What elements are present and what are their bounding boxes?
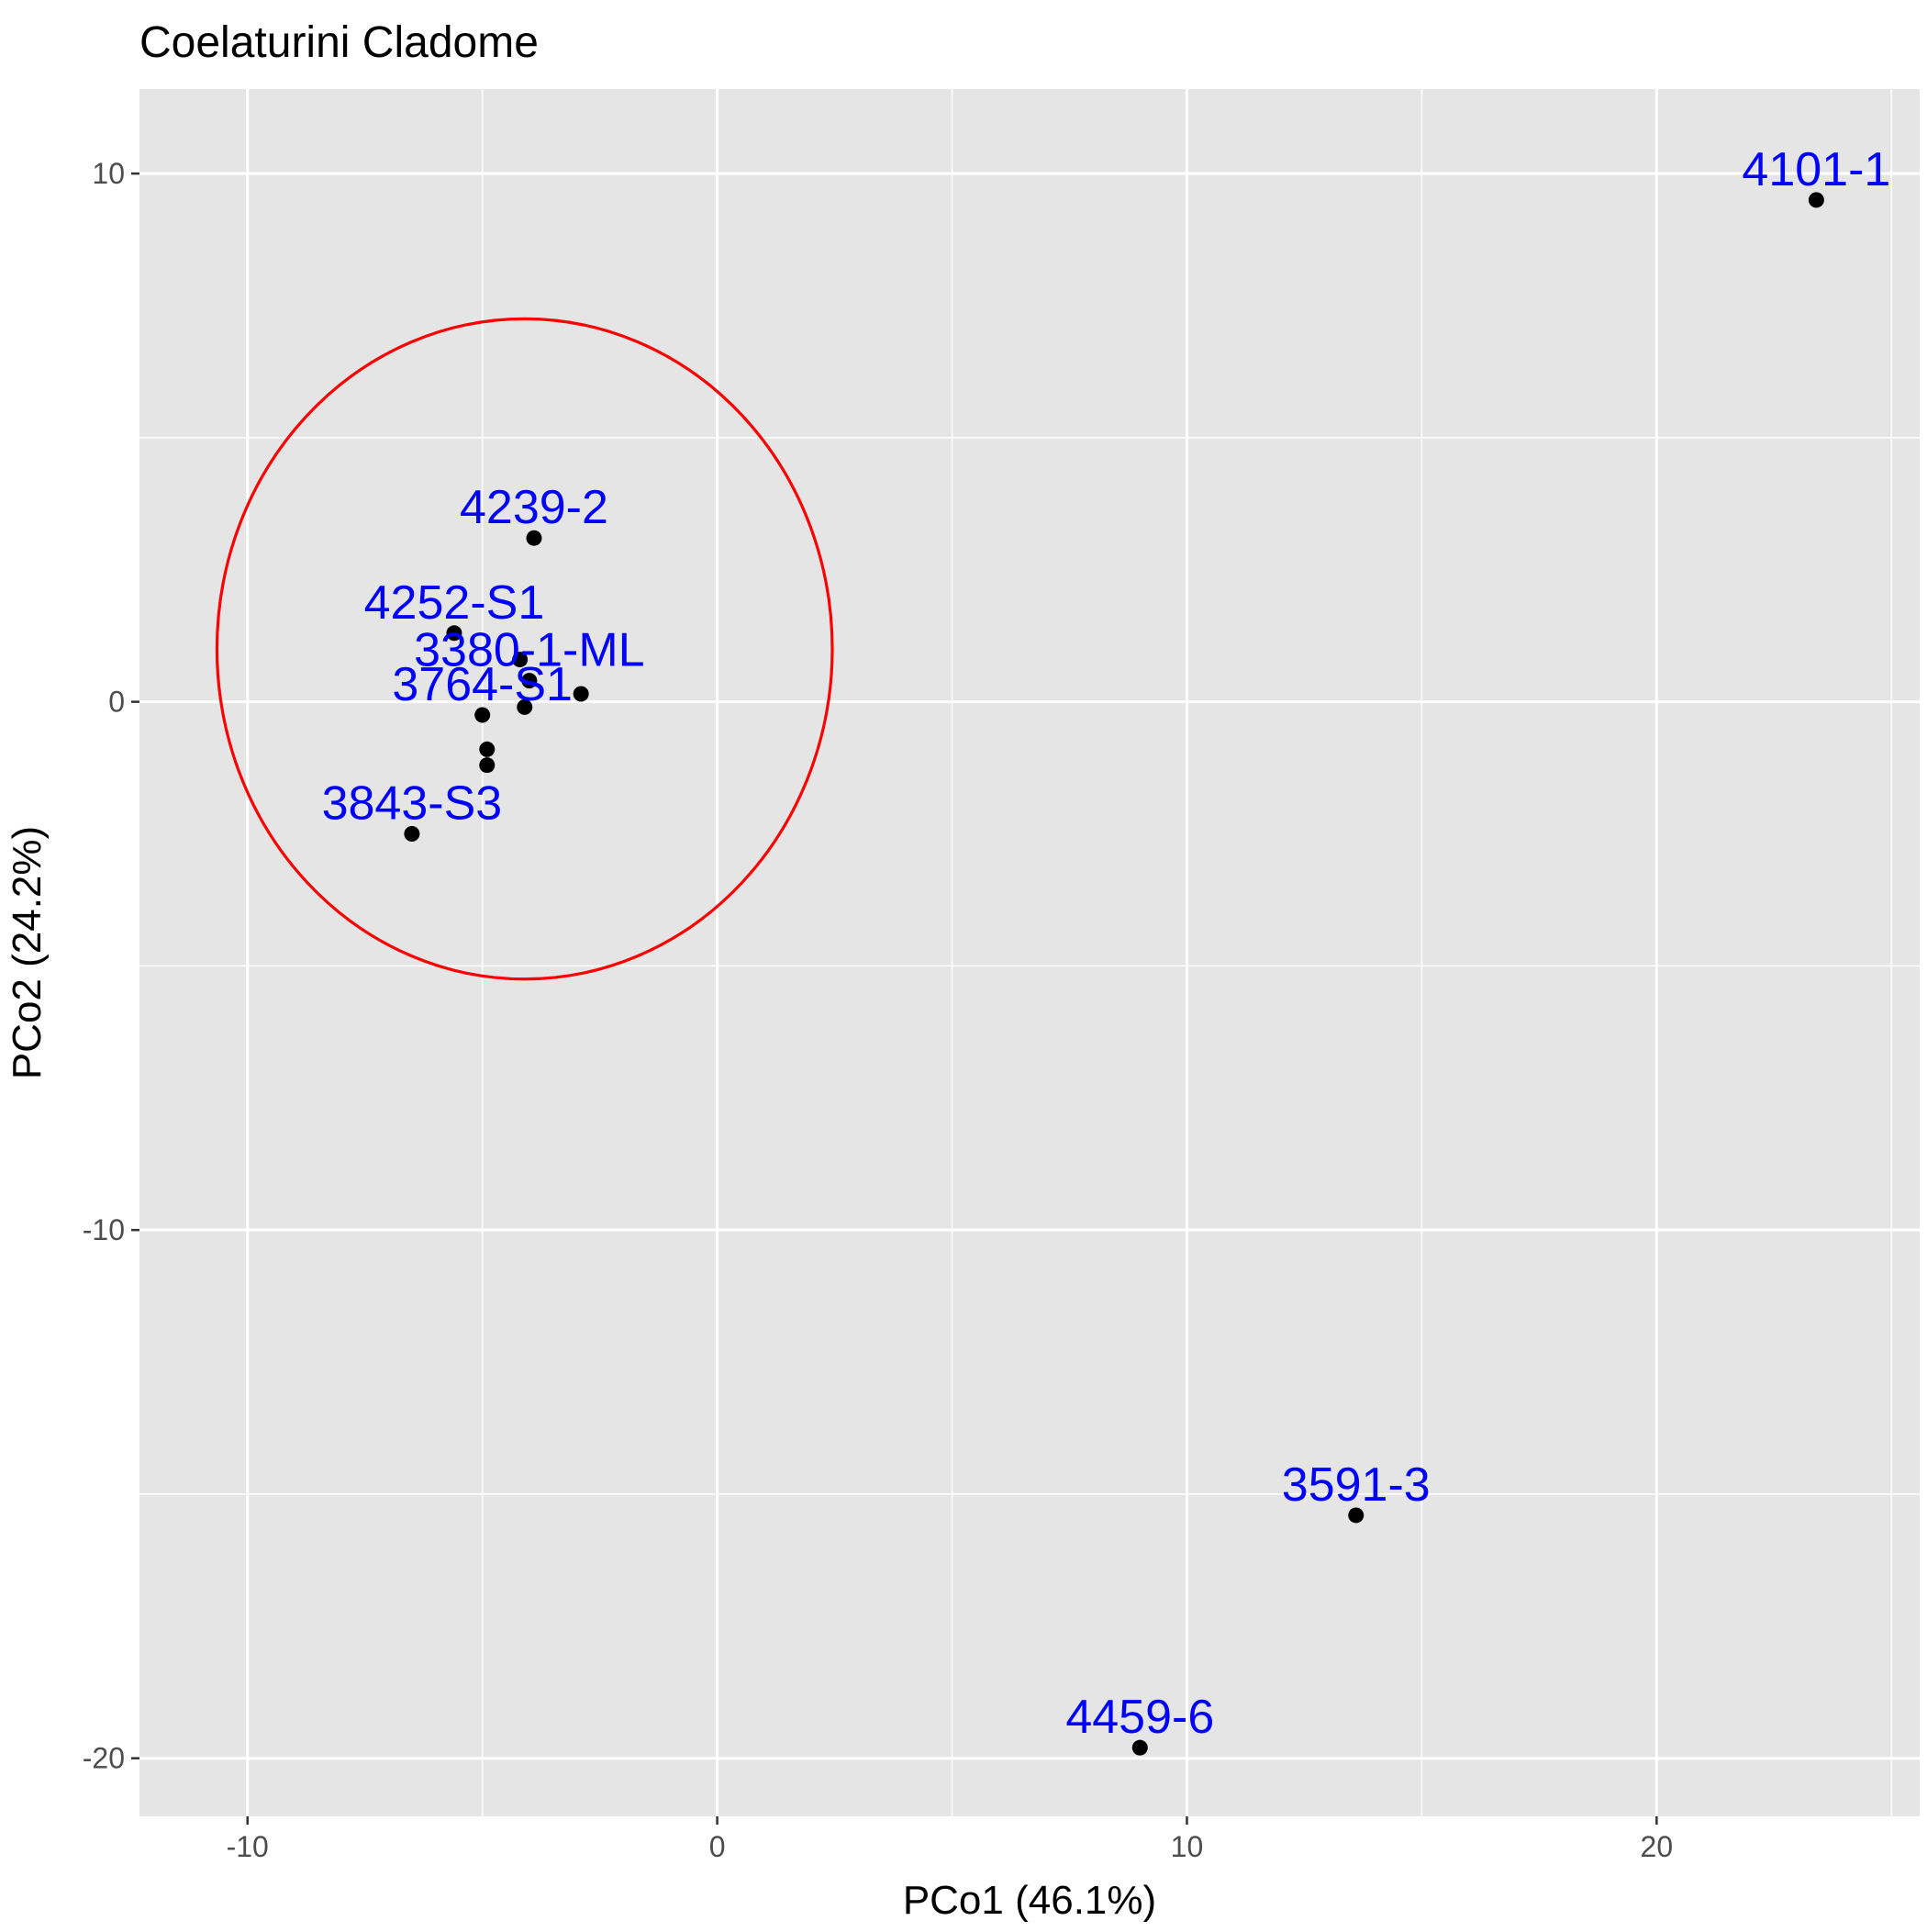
data-point xyxy=(526,530,542,546)
x-tick-label: -10 xyxy=(227,1830,269,1863)
point-label: 3843-S3 xyxy=(322,777,503,831)
confidence-ellipse-layer xyxy=(215,317,834,981)
x-tick-label: 0 xyxy=(709,1830,726,1863)
data-point xyxy=(521,673,538,689)
data-point xyxy=(512,652,529,668)
x-axis-title: PCo1 (46.1%) xyxy=(903,1878,1156,1923)
y-tick-label: -10 xyxy=(83,1213,125,1246)
point-label: 4101-1 xyxy=(1742,143,1890,196)
y-tick-label: 0 xyxy=(108,686,125,719)
data-point xyxy=(1348,1507,1364,1524)
data-point xyxy=(1131,1739,1148,1756)
y-tick-label: -20 xyxy=(83,1742,125,1775)
major-gridlines xyxy=(139,89,1920,1816)
data-point xyxy=(1808,192,1824,208)
confidence-ellipse xyxy=(215,317,834,981)
data-point xyxy=(479,741,496,757)
y-axis-ticks: -20 -10 0 10 xyxy=(83,157,139,1775)
point-label: 3764-S1 xyxy=(392,658,573,711)
data-point xyxy=(573,686,589,702)
x-axis-ticks: -10 0 10 20 xyxy=(227,1816,1674,1863)
y-axis-title: PCo2 (24.2%) xyxy=(5,826,50,1079)
point-label: 4252-S1 xyxy=(364,576,545,630)
data-point xyxy=(446,625,462,642)
minor-gridlines xyxy=(139,89,1920,1816)
plot-panel xyxy=(139,89,1920,1816)
point-label: 3380-1-ML xyxy=(414,624,644,677)
chart-title: Coelaturini Cladome xyxy=(139,18,539,67)
data-point xyxy=(479,757,496,774)
point-label: 4459-6 xyxy=(1065,1691,1214,1744)
point-label: 4239-2 xyxy=(460,481,608,534)
points-layer xyxy=(404,192,1824,1756)
y-tick-label: 10 xyxy=(92,157,125,190)
data-point xyxy=(474,707,491,723)
data-point xyxy=(404,826,420,843)
data-point xyxy=(517,698,533,715)
x-tick-label: 20 xyxy=(1641,1830,1674,1863)
x-tick-label: 10 xyxy=(1171,1830,1204,1863)
point-label: 3591-3 xyxy=(1282,1458,1431,1512)
